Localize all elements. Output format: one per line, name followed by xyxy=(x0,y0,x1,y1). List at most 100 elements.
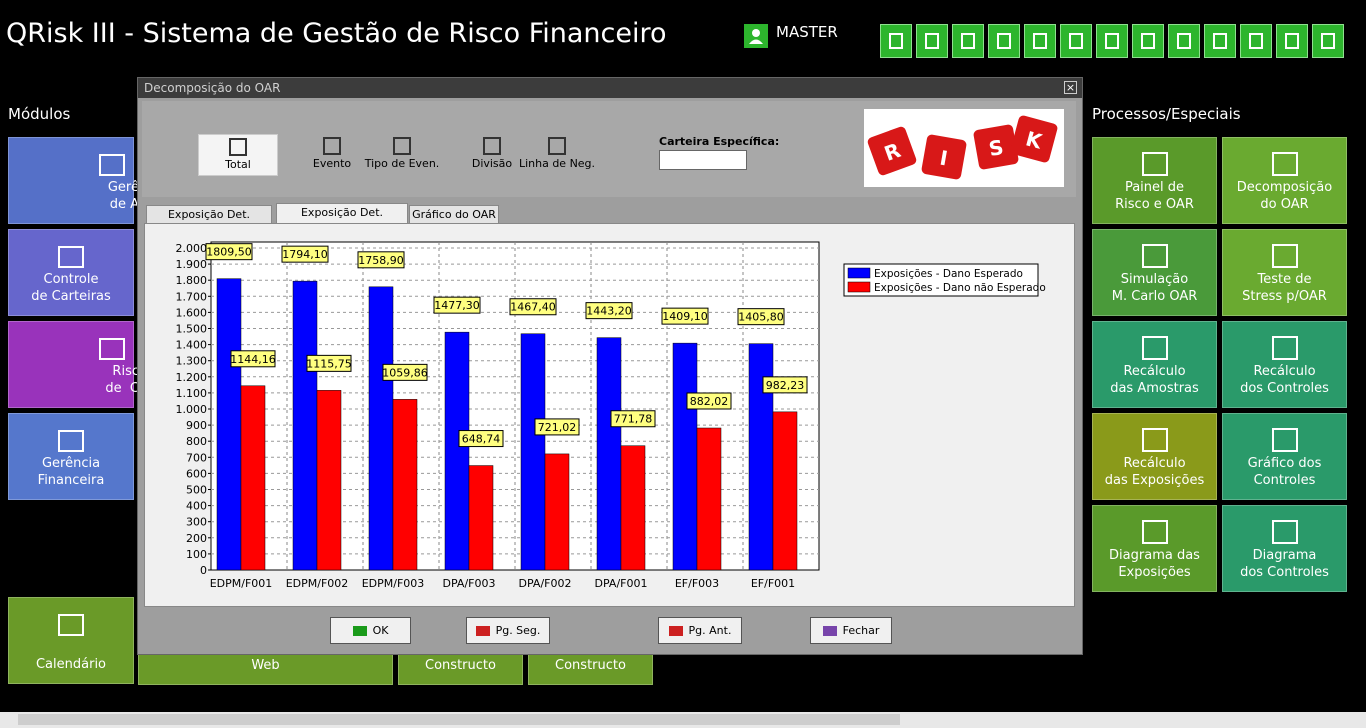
toolbar-icon xyxy=(1177,33,1191,49)
scroll-thumb[interactable] xyxy=(18,714,900,725)
cube-letter: S xyxy=(987,135,1005,161)
toolbar-icon xyxy=(1321,33,1335,49)
toolbar-button[interactable] xyxy=(1096,24,1128,58)
tile-label-line: das Amostras xyxy=(1110,381,1199,396)
toolbar-button[interactable] xyxy=(1276,24,1308,58)
tab[interactable]: Exposição Det. (Gráfico) xyxy=(276,203,408,236)
value-label-box xyxy=(534,418,580,436)
toolbar-button[interactable] xyxy=(988,24,1020,58)
y-tick-label: 1.100 xyxy=(176,387,208,400)
tile-label: Simulação M. Carlo OAR xyxy=(1093,271,1216,305)
value-label: 882,02 xyxy=(690,395,729,408)
dialog-button[interactable]: Fechar xyxy=(810,617,892,644)
tile-label-line: Simulação xyxy=(1120,272,1189,287)
tile-label-line: de A xyxy=(109,197,139,212)
toolbar-button[interactable] xyxy=(916,24,948,58)
process-tile[interactable]: Simulação M. Carlo OAR xyxy=(1092,229,1217,316)
button-label: Pg. Ant. xyxy=(688,624,732,637)
toolbar-button[interactable] xyxy=(1024,24,1056,58)
toolbar-button[interactable] xyxy=(1168,24,1200,58)
tile-label-line: dos Controles xyxy=(1240,381,1329,396)
value-label-box xyxy=(585,302,633,320)
value-label-box xyxy=(306,354,352,372)
process-tile[interactable]: Diagrama dos Controles xyxy=(1222,505,1347,592)
process-tile[interactable]: Painel de Risco e OAR xyxy=(1092,137,1217,224)
y-tick-label: 900 xyxy=(186,419,207,432)
x-tick-label: DPA/F002 xyxy=(519,577,572,590)
filter-button[interactable]: Divisão xyxy=(452,134,532,176)
x-tick-label: DPA/F003 xyxy=(443,577,496,590)
module-tile[interactable]: Gerência Financeira xyxy=(8,413,134,500)
bar xyxy=(316,390,342,571)
process-tile[interactable]: Recálculo das Amostras xyxy=(1092,321,1217,408)
process-tile[interactable]: Diagrama das Exposições xyxy=(1092,505,1217,592)
value-label: 1443,20 xyxy=(586,305,632,318)
tile-label-line: Gráfico dos xyxy=(1247,456,1322,471)
toolbar-icon xyxy=(925,33,939,49)
toolbar-button[interactable] xyxy=(1060,24,1092,58)
filter-icon xyxy=(548,137,566,155)
cube-letter: I xyxy=(938,146,950,171)
tile-label: Gerência Financeira xyxy=(9,455,133,489)
toolbar-button[interactable] xyxy=(1240,24,1272,58)
y-tick-label: 600 xyxy=(186,467,207,480)
tile-label-line: do OAR xyxy=(1260,197,1309,212)
y-tick-label: 100 xyxy=(186,548,207,561)
y-tick-label: 300 xyxy=(186,516,207,529)
dialog-title: Decomposição do OAR xyxy=(144,81,281,95)
legend-swatch xyxy=(847,281,871,293)
process-tile[interactable]: Recálculo das Exposições xyxy=(1092,413,1217,500)
toolbar-icon xyxy=(1105,33,1119,49)
toolbar-icon xyxy=(1069,33,1083,49)
tab[interactable]: Gráfico do OAR xyxy=(409,205,499,223)
scrollbar[interactable] xyxy=(0,712,1366,728)
tile-label-line: Exposições xyxy=(1118,565,1191,580)
filter-button[interactable]: Evento xyxy=(292,134,372,176)
dialog: Decomposição do OAR × Total Evento Tipo de… xyxy=(137,77,1083,655)
tile-icon xyxy=(58,246,84,268)
process-tile[interactable]: Teste de Stress p/OAR xyxy=(1222,229,1347,316)
filter-label: Total xyxy=(225,158,251,171)
tile-label: Recálculo das Amostras xyxy=(1093,363,1216,397)
toolbar-button[interactable] xyxy=(1204,24,1236,58)
processes-title: Processos/Especiais xyxy=(1092,105,1241,123)
value-label-box xyxy=(661,307,709,325)
tile-icon xyxy=(58,614,84,636)
button-icon xyxy=(352,625,367,636)
value-label: 1794,10 xyxy=(282,248,328,261)
cube-face xyxy=(867,126,917,176)
module-tile[interactable]: Risc de C xyxy=(8,321,139,408)
module-tile[interactable]: Controle de Carteiras xyxy=(8,229,134,316)
module-tile[interactable]: Calendário xyxy=(8,597,134,684)
toolbar-icon xyxy=(997,33,1011,49)
tile-label-line: Recálculo xyxy=(1253,364,1316,379)
tile-label-line: Controle xyxy=(43,272,99,287)
dialog-button[interactable]: OK xyxy=(330,617,411,644)
x-tick-label: EF/F003 xyxy=(675,577,719,590)
dialog-button[interactable]: Pg. Seg. xyxy=(466,617,550,644)
tile-label-line: Teste de xyxy=(1257,272,1312,287)
toolbar-button[interactable] xyxy=(1132,24,1164,58)
toolbar-button[interactable] xyxy=(880,24,912,58)
toolbar-button[interactable] xyxy=(952,24,984,58)
process-tile[interactable]: Decomposição do OAR xyxy=(1222,137,1347,224)
value-label: 648,74 xyxy=(462,433,501,446)
close-button[interactable]: × xyxy=(1064,81,1077,94)
filter-button[interactable]: Tipo de Even. xyxy=(362,134,442,176)
process-tile[interactable]: Gráfico dos Controles xyxy=(1222,413,1347,500)
filter-button[interactable]: Total xyxy=(198,134,278,176)
module-tile[interactable]: Gerê de A xyxy=(8,137,139,224)
toolbar-button[interactable] xyxy=(1312,24,1344,58)
carteira-input[interactable] xyxy=(659,150,747,170)
process-tile[interactable]: Recálculo dos Controles xyxy=(1222,321,1347,408)
filter-button[interactable]: Linha de Neg. xyxy=(517,134,597,176)
tab[interactable]: Exposição Det. (Tabela) xyxy=(146,205,272,238)
y-tick-label: 400 xyxy=(186,500,207,513)
y-tick-label: 200 xyxy=(186,532,207,545)
tile-label-line: de Carteiras xyxy=(31,289,111,304)
tile-icon xyxy=(1271,152,1298,176)
tile-label-line: Financeira xyxy=(37,473,105,488)
dialog-button[interactable]: Pg. Ant. xyxy=(658,617,742,644)
button-label: OK xyxy=(372,624,389,637)
tile-label-line: Risc xyxy=(112,364,139,379)
